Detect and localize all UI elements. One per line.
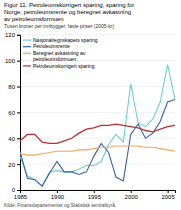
tick-label: 2000 bbox=[125, 194, 139, 200]
x-axis: 1985 1990 1995 2000 2005 bbox=[14, 190, 176, 200]
tick-label: 1985 bbox=[14, 194, 28, 200]
chart: Figur 11. Petroleumskorrigert sparing, s… bbox=[0, 0, 181, 210]
tick-label: 100 bbox=[5, 58, 16, 64]
tick-label: 1995 bbox=[88, 194, 102, 200]
legend-label: Nasjonalregnskapets sparing bbox=[33, 37, 98, 43]
tick-label: 1990 bbox=[51, 194, 65, 200]
axis-line bbox=[17, 35, 21, 190]
tick: 100 bbox=[5, 58, 20, 64]
title: Figur 11. Petroleumskorrigert sparing, s… bbox=[4, 2, 134, 22]
source: Kilde: Finansdepartementet og Statistisk… bbox=[4, 202, 116, 208]
tick: 0 bbox=[12, 187, 20, 193]
grid-line bbox=[20, 138, 175, 139]
grid-line bbox=[20, 112, 175, 113]
tick-mark bbox=[94, 190, 95, 193]
tick-mark bbox=[17, 87, 20, 88]
tick: 120 bbox=[5, 32, 20, 38]
legend-swatch bbox=[23, 53, 31, 54]
tick-mark bbox=[17, 112, 20, 113]
tick: 2000 bbox=[125, 190, 139, 200]
tick: 20 bbox=[8, 162, 20, 168]
tick: 40 bbox=[8, 136, 20, 142]
tick: 2005 bbox=[161, 190, 175, 200]
y-axis: 0 20 40 60 80 100 120 bbox=[5, 32, 21, 193]
tick-mark bbox=[17, 61, 20, 62]
legend-label: Petroleumsrente bbox=[33, 43, 70, 49]
tick-label: 60 bbox=[8, 110, 15, 116]
tick-label: 120 bbox=[5, 32, 16, 38]
series-line bbox=[20, 124, 175, 143]
tick-mark bbox=[57, 190, 58, 193]
tick-label: 20 bbox=[8, 162, 15, 168]
series-line bbox=[20, 146, 175, 155]
tick-label: 40 bbox=[8, 136, 15, 142]
tick-mark bbox=[168, 190, 169, 193]
legend-label: Beregnet avkastning avpetroleumsformuen bbox=[33, 50, 86, 62]
tick: 80 bbox=[8, 84, 20, 90]
axis-line bbox=[21, 191, 176, 194]
plot-area: 1985 1990 1995 2000 2005 0 20 40 60 80 100 120 Nasjo… bbox=[5, 32, 176, 200]
legend-label: Petroleumskorrigert sparing bbox=[33, 63, 95, 69]
tick-mark bbox=[17, 138, 20, 139]
tick: 1990 bbox=[51, 190, 65, 200]
tick-mark bbox=[17, 164, 20, 165]
grid-line bbox=[20, 34, 175, 35]
tick-label: 2005 bbox=[161, 194, 175, 200]
subtitle: Tusen kroner per innbygger, faste priser… bbox=[4, 23, 114, 29]
tick: 1995 bbox=[88, 190, 102, 200]
series-line bbox=[20, 99, 175, 186]
tick-label: 0 bbox=[12, 187, 16, 193]
legend-swatch bbox=[23, 46, 31, 47]
tick-label: 80 bbox=[8, 84, 15, 90]
legend-item: Petroleumskorrigert sparing bbox=[23, 63, 95, 69]
grid-line bbox=[20, 86, 175, 87]
lines bbox=[20, 65, 175, 187]
legend-swatch bbox=[23, 39, 31, 40]
legend-item: Nasjonalregnskapets sparing bbox=[23, 37, 98, 43]
tick-mark bbox=[131, 190, 132, 193]
legend: Nasjonalregnskapets sparingPetroleumsren… bbox=[23, 37, 98, 69]
legend-item: Beregnet avkastning avpetroleumsformuen bbox=[23, 50, 86, 62]
legend-item: Petroleumsrente bbox=[23, 43, 70, 49]
y-grid bbox=[20, 35, 175, 190]
tick: 1985 bbox=[14, 190, 28, 200]
tick-mark bbox=[17, 190, 20, 191]
tick-mark bbox=[17, 35, 20, 36]
tick: 60 bbox=[8, 110, 20, 116]
legend-swatch bbox=[23, 65, 31, 66]
series-line bbox=[20, 65, 175, 187]
